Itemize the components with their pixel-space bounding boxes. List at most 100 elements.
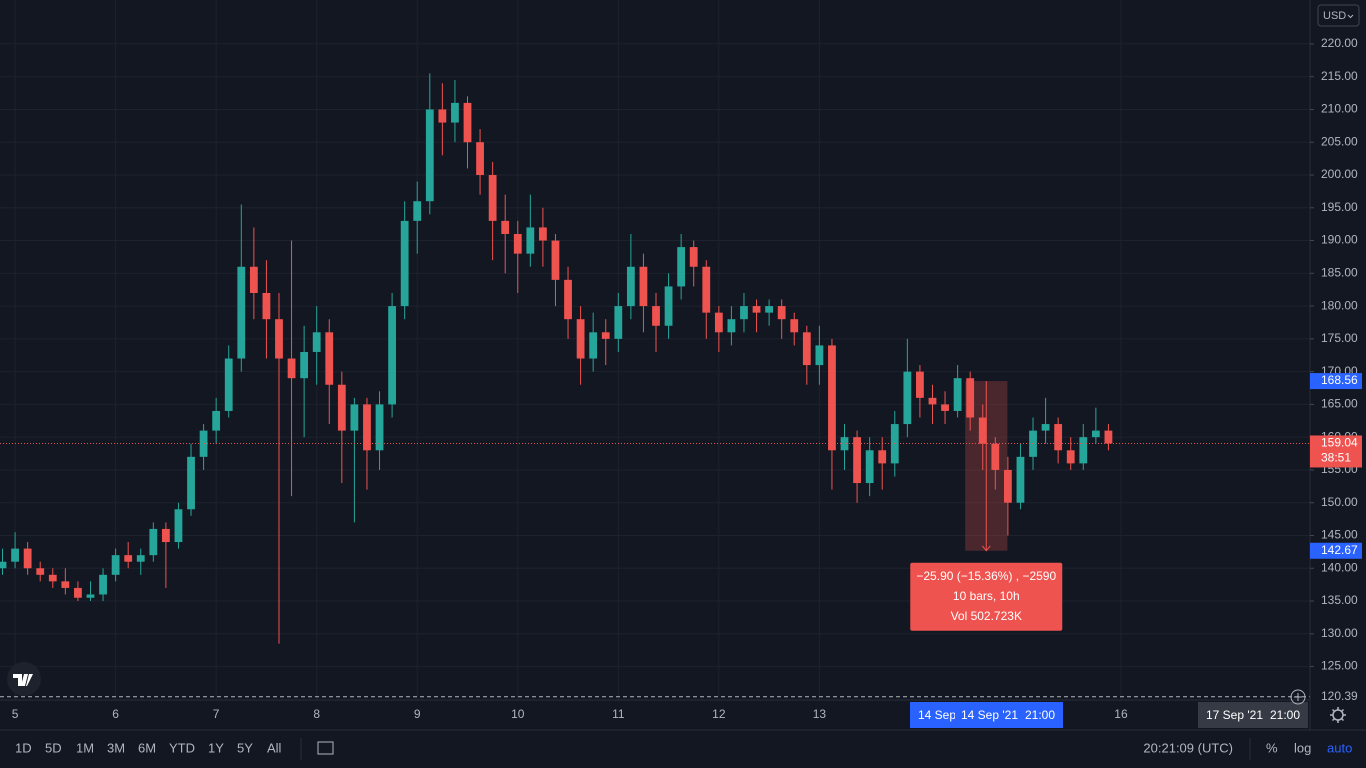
- candle-body: [576, 319, 585, 359]
- candle-body: [224, 358, 233, 411]
- candle-body: [853, 437, 861, 484]
- x-tick-label: 13: [813, 707, 827, 721]
- y-tick-label: 180.00: [1321, 298, 1358, 312]
- countdown: 38:51: [1321, 451, 1351, 465]
- candle-body: [388, 306, 396, 405]
- candle-body: [564, 279, 572, 320]
- candle-body: [928, 397, 937, 405]
- candle-body: [1016, 456, 1025, 503]
- measure-label: −25.90 (−15.36%) , −2590: [916, 569, 1056, 583]
- candle-body: [375, 404, 384, 451]
- candle-body: [589, 332, 598, 359]
- period-button[interactable]: 5Y: [237, 740, 253, 755]
- currency-button[interactable]: [1317, 4, 1360, 27]
- period-button[interactable]: All: [267, 740, 282, 755]
- candle-body: [124, 555, 133, 562]
- candle-body: [991, 443, 1000, 470]
- candle-body: [249, 266, 258, 293]
- clock: 20:21:09 (UTC): [1143, 740, 1233, 755]
- toolbar: 1D 5D 1M 3M 6M YTD 1Y 5Y All 20:21:09 (UTC)% log au…: [15, 740, 1352, 755]
- period-button[interactable]: 1Y: [208, 740, 224, 755]
- candle-body: [1003, 469, 1012, 503]
- candle-body: [689, 247, 698, 267]
- measure-label: Vol 502.723K: [951, 609, 1022, 623]
- period-button[interactable]: YTD: [169, 740, 195, 755]
- y-tick-label: 195.00: [1321, 200, 1358, 214]
- candle-body: [413, 201, 422, 221]
- measure-label-box: [910, 562, 1063, 631]
- period-button[interactable]: 1M: [76, 740, 94, 755]
- candle-body: [111, 555, 120, 575]
- zoom-plus: [1294, 693, 1302, 701]
- candle-body: [953, 378, 962, 411]
- candle-body: [400, 220, 409, 307]
- candle-body: [61, 581, 70, 588]
- candle-body: [149, 528, 158, 556]
- zoom-icon[interactable]: [1290, 689, 1306, 705]
- compare-icon[interactable]: [317, 741, 334, 755]
- candle-body: [513, 233, 522, 254]
- x-tick-label: 5: [12, 707, 19, 721]
- candle-body: [275, 319, 283, 359]
- candle-body: [714, 312, 723, 333]
- candle-body: [815, 345, 824, 366]
- candle-body: [941, 404, 949, 411]
- candle-body: [614, 306, 623, 339]
- period-button[interactable]: 5D: [45, 740, 62, 755]
- candle-body: [86, 594, 95, 598]
- candle-body: [1079, 437, 1088, 464]
- candle-body: [840, 437, 849, 451]
- x-tick-label: 11: [612, 707, 625, 721]
- candle-body: [740, 306, 748, 320]
- candle-body: [48, 574, 57, 582]
- candle-body: [865, 450, 874, 484]
- time-cursor-time: 21:00: [1270, 708, 1300, 722]
- candle-body: [161, 528, 170, 543]
- candle-body: [752, 306, 761, 313]
- candle-body: [828, 345, 836, 451]
- measure-label: 10 bars, 10h: [953, 589, 1020, 603]
- y-tick-label: 125.00: [1321, 659, 1358, 673]
- currency: USD: [1323, 10, 1346, 22]
- scale-mode-button[interactable]: log: [1294, 740, 1311, 755]
- measure-price-label: 168.56: [1321, 373, 1358, 387]
- candle-body: [237, 266, 246, 359]
- candle-body: [664, 286, 673, 326]
- period-button[interactable]: 6M: [138, 740, 156, 755]
- x-tick-label: 12: [712, 707, 726, 721]
- candle-body: [652, 306, 660, 326]
- scale-mode-button[interactable]: %: [1266, 740, 1278, 755]
- candle-body: [325, 332, 334, 385]
- scale-mode-button[interactable]: auto: [1327, 740, 1352, 755]
- period-button[interactable]: 3M: [107, 740, 125, 755]
- candle-body: [312, 332, 321, 352]
- candle-body: [626, 266, 635, 307]
- y-tick-label: 190.00: [1321, 233, 1358, 247]
- candle-body: [174, 509, 183, 543]
- candle-body: [23, 548, 32, 569]
- candle-body: [539, 227, 547, 241]
- candle-body: [978, 417, 987, 444]
- y-tick-label: 165.00: [1321, 397, 1358, 411]
- candle-body: [1041, 424, 1050, 431]
- candle-body: [878, 450, 887, 464]
- time-start-label: 14 Sep: [918, 708, 956, 722]
- candle-body: [639, 266, 648, 307]
- logo: [13, 674, 33, 686]
- y-tick-label: 140.00: [1321, 560, 1358, 574]
- period-button[interactable]: 1D: [15, 740, 32, 755]
- candle-body: [903, 371, 912, 425]
- candle-body: [287, 358, 296, 379]
- scale-low-label: 120.39: [1321, 689, 1358, 703]
- candle-body: [501, 220, 510, 234]
- grid: [0, 0, 1310, 700]
- candle-body: [262, 292, 271, 320]
- candle-body: [1066, 450, 1075, 464]
- candle-body: [1054, 424, 1063, 451]
- candle-body: [0, 561, 7, 569]
- y-tick-label: 185.00: [1321, 265, 1358, 279]
- overlay: −25.90 (−15.36%) , −2590 10 bars, 10h Vol …: [0, 381, 1310, 698]
